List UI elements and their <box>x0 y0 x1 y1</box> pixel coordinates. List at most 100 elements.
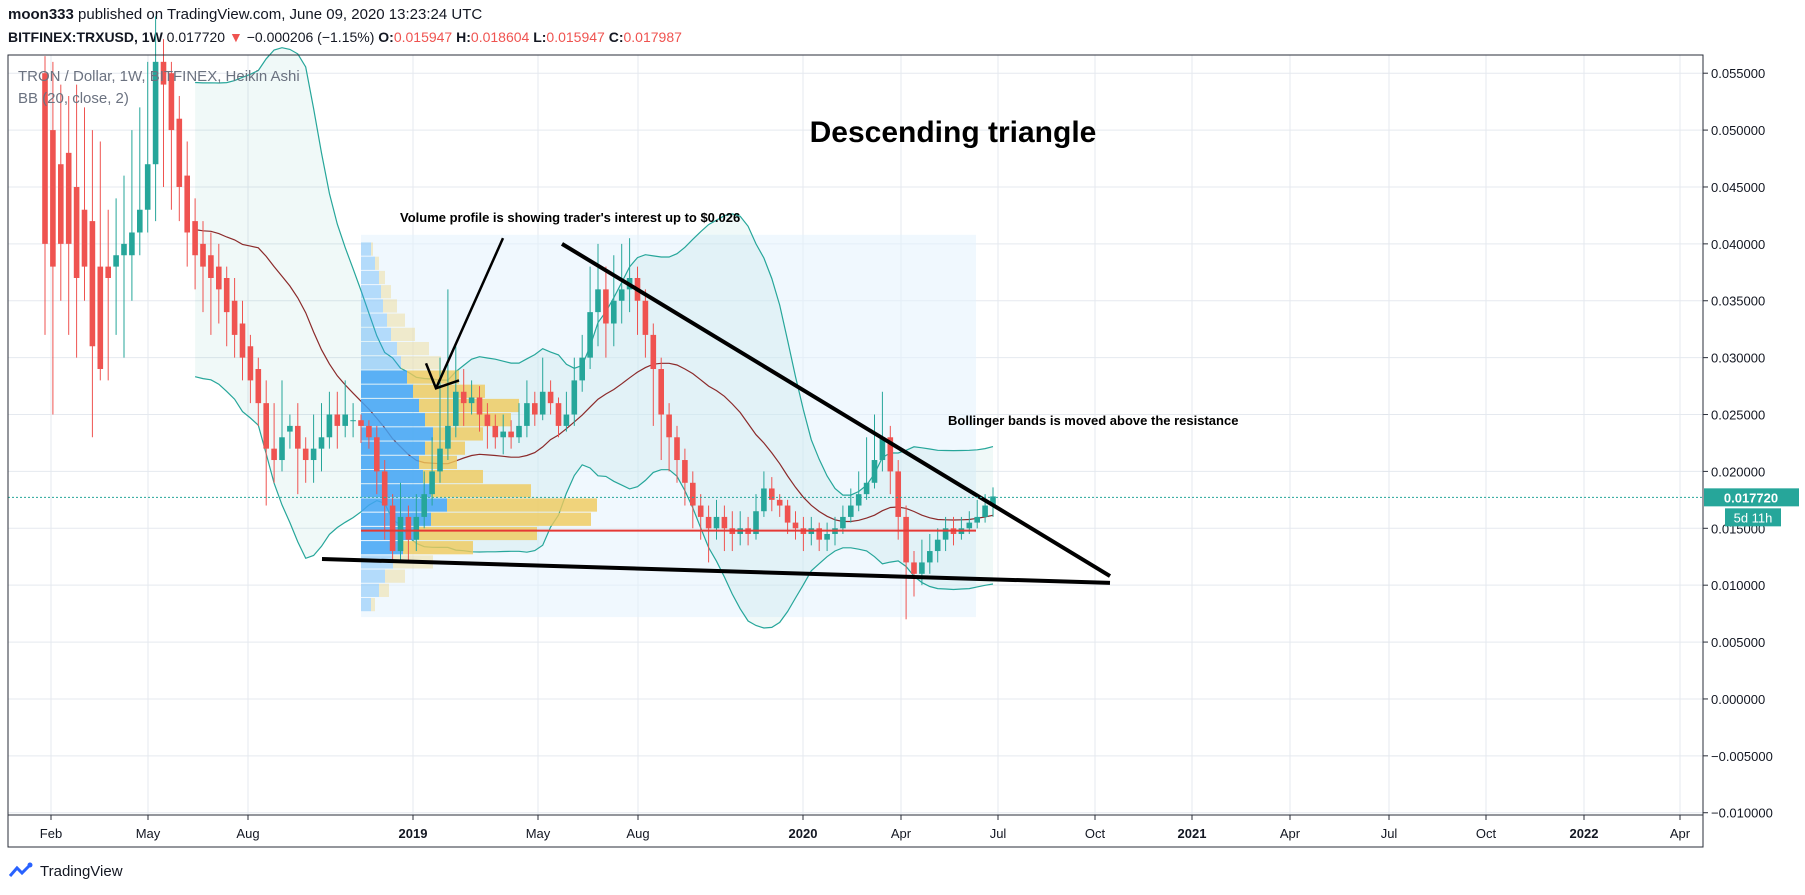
tradingview-brand: TradingView <box>40 862 123 880</box>
candle-body <box>65 152 72 244</box>
tradingview-logo[interactable]: TradingView <box>8 862 123 880</box>
publish-line: moon333 published on TradingView.com, Ju… <box>8 6 482 23</box>
legend-title: TRON / Dollar, 1W, BITFINEX, Heikin Ashi <box>18 68 300 85</box>
candle-body <box>618 289 625 301</box>
x-tick-label: Jul <box>990 826 1007 841</box>
x-tick-label: Aug <box>236 826 259 841</box>
last-price-badge <box>1704 488 1799 507</box>
candle-body <box>697 505 704 517</box>
symbol-text: BITFINEX:TRXUSD, 1W <box>8 29 163 45</box>
candle-body <box>208 255 214 278</box>
author-name[interactable]: moon333 <box>8 6 74 23</box>
candle-body <box>848 505 854 517</box>
y-tick-label: −0.010000 <box>1711 806 1773 821</box>
down-triangle-icon: ▼ <box>228 29 243 45</box>
candle-body <box>571 380 578 415</box>
open-label: O: <box>378 29 394 45</box>
candle-body <box>713 516 720 529</box>
candle-body <box>389 505 396 552</box>
volume-profile-bar-down <box>431 484 531 498</box>
candle-body <box>358 420 364 426</box>
candle-body <box>982 505 988 517</box>
bollinger-lower <box>194 376 994 629</box>
candle-body <box>895 471 901 517</box>
candle-body <box>934 539 941 552</box>
volume-profile-bar-up <box>361 498 447 512</box>
candle-body <box>453 391 459 426</box>
candle-body <box>263 403 269 449</box>
volume-profile-bar-down <box>371 597 375 612</box>
y-tick-label: 0.055000 <box>1711 66 1765 81</box>
volume-profile-bar-down <box>417 526 537 541</box>
candle-body <box>974 516 980 523</box>
candle-body <box>658 369 664 415</box>
volume-profile-bar-down <box>383 299 397 313</box>
candle-body <box>413 516 420 540</box>
candle-body <box>58 164 64 244</box>
candle-body <box>966 522 973 529</box>
y-tick-label: 0.005000 <box>1711 635 1765 650</box>
y-tick-label: 0.030000 <box>1711 351 1765 366</box>
candle-body <box>366 425 372 438</box>
lower-trendline <box>321 557 1111 585</box>
candle-body <box>326 414 333 438</box>
candle-body <box>381 471 388 506</box>
candle-body <box>334 414 341 426</box>
upper-trendline <box>560 242 1112 578</box>
close-label: C: <box>608 29 624 45</box>
candle-body <box>761 488 767 512</box>
candle-body <box>287 425 293 432</box>
candle-body <box>429 471 435 495</box>
bollinger-upper <box>195 47 994 496</box>
y-tick-label: 0.020000 <box>1711 464 1765 479</box>
volume-profile-bar-up <box>361 370 407 384</box>
volume-profile-bar-up <box>361 398 419 413</box>
volume-profile-bar-up <box>361 541 403 555</box>
x-tick-label: 2022 <box>1570 826 1599 841</box>
candle-body <box>579 357 585 381</box>
candle-body <box>129 232 135 256</box>
volume-profile-bar-up <box>361 469 423 484</box>
volume-profile-bar-up <box>361 299 383 313</box>
candle-body <box>73 186 80 278</box>
candle-body <box>784 505 791 523</box>
candle-body <box>792 522 799 529</box>
volume-profile-bar-down <box>381 285 391 299</box>
candle-body <box>547 391 554 404</box>
volume-profile-bar-down <box>379 583 389 597</box>
y-tick-label: 0.025000 <box>1711 408 1765 423</box>
x-tick-label: Apr <box>1670 826 1691 841</box>
y-tick-label: 0.035000 <box>1711 294 1765 309</box>
candle-body <box>184 175 190 233</box>
candle-body <box>776 499 783 506</box>
candle-body <box>50 130 56 267</box>
candle-body <box>437 448 443 472</box>
volume-profile-bar-up <box>361 597 371 612</box>
chart-title: Descending triangle <box>810 116 1097 149</box>
arrow-head <box>424 362 460 390</box>
trend-drawings <box>8 237 1703 585</box>
y-tick-label: −0.005000 <box>1711 749 1773 764</box>
volume-profile-bar-down <box>425 413 511 427</box>
candle-body <box>650 334 657 370</box>
candle-body <box>879 437 886 461</box>
candle-body <box>492 425 499 438</box>
candle-body <box>255 369 262 404</box>
candle-body <box>642 300 649 335</box>
candle-body <box>121 243 127 256</box>
volume-profile-bar-down <box>401 356 441 370</box>
candle-body <box>863 482 870 495</box>
y-tick-label: 0.045000 <box>1711 180 1765 195</box>
x-tick-label: 2021 <box>1178 826 1207 841</box>
candle-body <box>295 425 301 449</box>
volume-profile-bar-up <box>361 327 391 341</box>
change-text: −0.000206 (−1.15%) <box>246 29 375 45</box>
candle-body <box>200 243 206 267</box>
volume-profile-bar-up <box>361 455 419 469</box>
candle-body <box>690 482 696 506</box>
candle-body <box>160 61 167 85</box>
candle-body <box>105 266 111 278</box>
candle-body <box>516 425 522 438</box>
candle-body <box>271 448 277 461</box>
